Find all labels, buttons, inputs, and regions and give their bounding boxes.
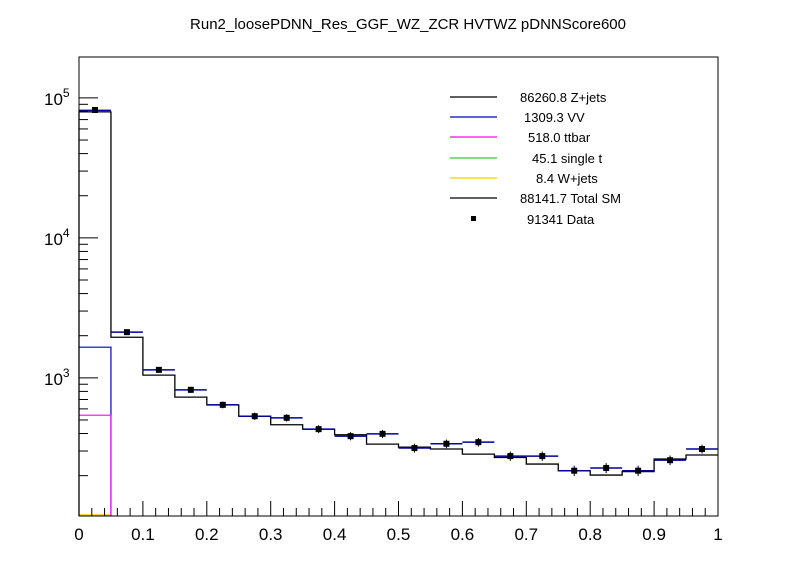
y-tick-label: 103 [44,366,70,389]
y-tick-label: 104 [44,226,70,249]
data-point [123,329,130,336]
x-tick-label: 0.7 [514,525,538,544]
y-tick-label: 105 [44,86,70,109]
data-point [571,467,578,474]
x-tick-label: 0.3 [259,525,283,544]
legend-label: 8.4 W+jets [536,171,598,186]
data-point [699,446,706,453]
y-tick-base: 10 [44,230,63,249]
data-point [603,464,610,471]
x-tick-label: 0.6 [451,525,475,544]
data-point [667,457,674,464]
y-tick-base: 10 [44,370,63,389]
y-tick-exponent: 4 [63,226,70,240]
legend-label: 1309.3 VV [524,110,585,125]
legend-label: 91341 Data [527,212,595,227]
legend-label: 88141.7 Total SM [520,191,621,206]
data-point [411,445,418,452]
data-point [91,106,98,113]
data-point [507,453,514,460]
y-tick-exponent: 5 [63,86,70,100]
x-tick-label: 0.5 [387,525,411,544]
hist-ttbar-bin [79,414,112,516]
data-point [219,401,226,408]
data-point [443,440,450,447]
y-tick-base: 10 [44,90,63,109]
y-tick-exponent: 3 [63,366,70,380]
plot-marks [78,106,718,516]
data-point [539,453,546,460]
data-point [283,414,290,421]
data-point [187,386,194,393]
data-point [251,413,258,420]
legend-label: 45.1 single t [532,151,602,166]
x-tick-label: 0.9 [642,525,666,544]
chart-title: Run2_loosePDNN_Res_GGF_WZ_ZCR HVTWZ pDNN… [190,16,626,33]
data-point [315,426,322,433]
legend-label: 86260.8 Z+jets [520,90,607,105]
legend-label: 518.0 ttbar [528,130,591,145]
x-tick-label: 0.8 [578,525,602,544]
x-tick-label: 0 [74,525,83,544]
x-tick-label: 0.2 [195,525,219,544]
data-point [379,430,386,437]
data-point [155,366,162,373]
legend-marker-sample [471,216,476,221]
x-tick-label: 1 [713,525,722,544]
data-point [347,433,354,440]
data-point [475,439,482,446]
data-point [635,467,642,474]
x-tick-label: 0.4 [323,525,347,544]
legend: 86260.8 Z+jets 1309.3 VV 518.0 ttbar 45.1 s… [450,90,621,227]
x-tick-label: 0.1 [131,525,155,544]
